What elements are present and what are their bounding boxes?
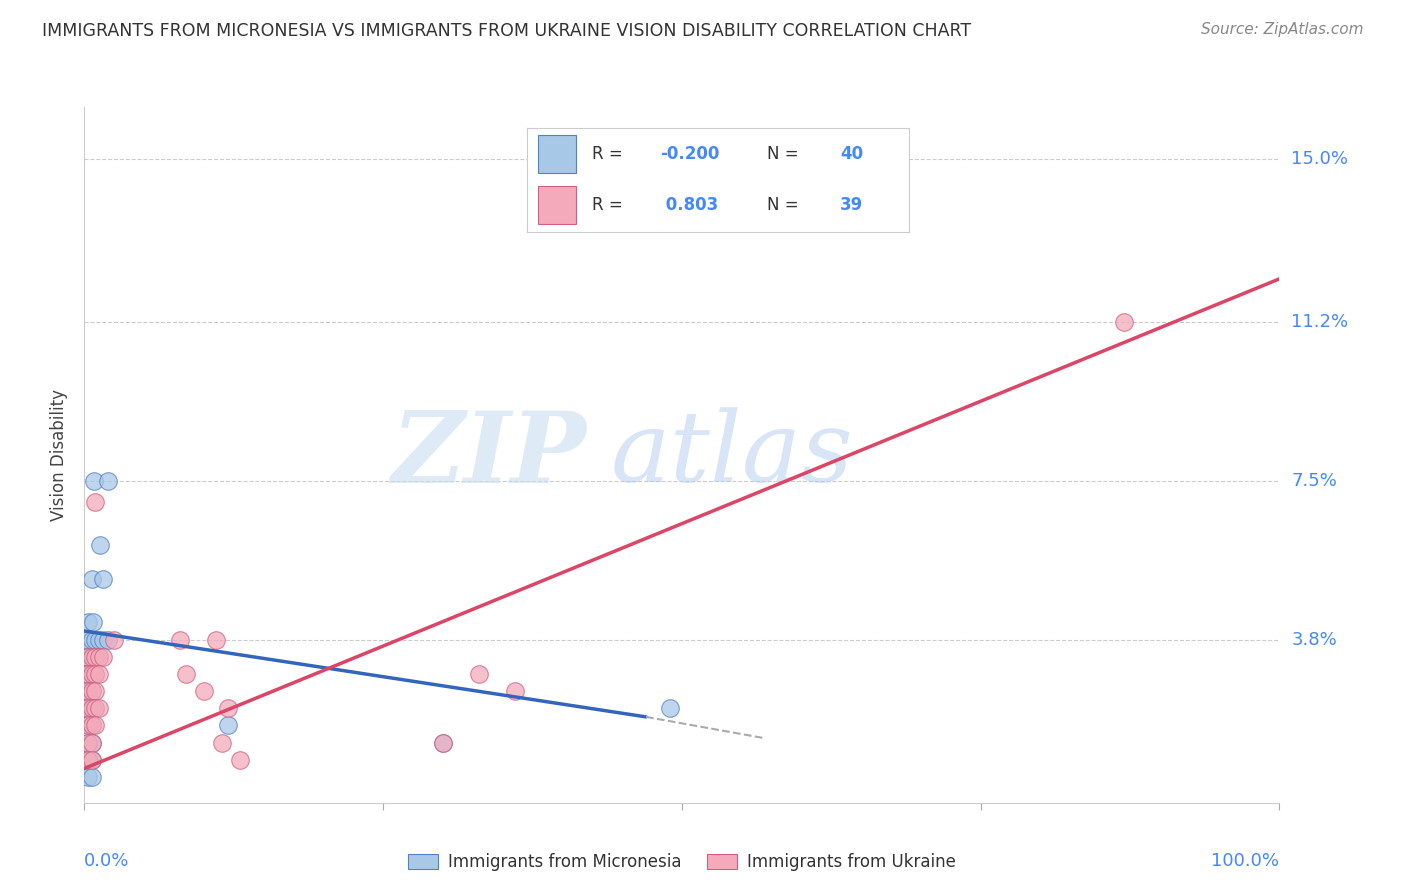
Point (83, 474, 105, 488)
Point (77, 615, 100, 630)
Point (84, 667, 107, 681)
Point (80, 667, 103, 681)
Point (80, 736, 103, 750)
Point (205, 632, 228, 647)
Text: 11.2%: 11.2% (1291, 313, 1348, 331)
Point (77, 632, 100, 647)
Point (467, 667, 491, 681)
Point (217, 701, 239, 715)
Point (217, 718, 239, 732)
Point (77, 649, 100, 664)
Point (84, 649, 107, 664)
Point (432, 736, 454, 750)
Point (169, 632, 191, 647)
Point (103, 632, 125, 647)
Point (80, 632, 103, 647)
Point (84, 684, 107, 698)
Point (84, 649, 107, 664)
Point (77, 701, 100, 715)
Point (77, 753, 100, 767)
Text: 100.0%: 100.0% (1212, 852, 1279, 870)
Point (77, 684, 100, 698)
Point (93, 632, 115, 647)
Point (93, 649, 115, 664)
Point (80, 701, 103, 715)
Point (84, 667, 107, 681)
Point (84, 701, 107, 715)
Point (80, 684, 103, 698)
Point (87, 632, 110, 647)
Text: IMMIGRANTS FROM MICRONESIA VS IMMIGRANTS FROM UKRAINE VISION DISABILITY CORRELAT: IMMIGRANTS FROM MICRONESIA VS IMMIGRANTS… (42, 22, 972, 40)
Point (1112, 315, 1135, 329)
Point (77, 736, 100, 750)
Point (77, 770, 100, 784)
Point (77, 684, 100, 698)
Point (658, 701, 681, 715)
Point (97, 474, 120, 488)
Point (80, 701, 103, 715)
Point (193, 684, 215, 698)
Point (80, 753, 103, 767)
Point (84, 495, 107, 509)
Text: Source: ZipAtlas.com: Source: ZipAtlas.com (1201, 22, 1364, 37)
Point (211, 736, 233, 750)
Point (228, 753, 252, 767)
Text: 0.0%: 0.0% (84, 852, 129, 870)
Point (93, 573, 115, 587)
Point (84, 701, 107, 715)
Point (80, 649, 103, 664)
Point (80, 718, 103, 732)
Point (77, 718, 100, 732)
Point (77, 718, 100, 732)
Point (77, 701, 100, 715)
Point (174, 667, 197, 681)
Point (80, 649, 103, 664)
Y-axis label: Vision Disability: Vision Disability (51, 389, 69, 521)
Point (80, 573, 103, 587)
Point (82, 615, 104, 630)
Point (84, 718, 107, 732)
Point (77, 667, 100, 681)
Text: 15.0%: 15.0% (1291, 150, 1348, 168)
Point (432, 736, 454, 750)
Point (80, 718, 103, 732)
Point (87, 701, 110, 715)
Point (87, 649, 110, 664)
Point (77, 753, 100, 767)
Point (80, 753, 103, 767)
Point (97, 632, 120, 647)
Point (80, 736, 103, 750)
Point (503, 684, 526, 698)
Point (80, 770, 103, 784)
Text: 7.5%: 7.5% (1291, 472, 1337, 490)
Point (87, 649, 110, 664)
Point (80, 684, 103, 698)
Point (77, 649, 100, 664)
Point (77, 667, 100, 681)
Text: 3.8%: 3.8% (1291, 631, 1337, 648)
Point (80, 667, 103, 681)
Point (84, 632, 107, 647)
Text: atlas: atlas (610, 408, 853, 502)
Point (89, 538, 111, 552)
Legend: Immigrants from Micronesia, Immigrants from Ukraine: Immigrants from Micronesia, Immigrants f… (402, 847, 962, 878)
Text: ZIP: ZIP (391, 407, 586, 503)
Point (87, 667, 110, 681)
Point (77, 736, 100, 750)
